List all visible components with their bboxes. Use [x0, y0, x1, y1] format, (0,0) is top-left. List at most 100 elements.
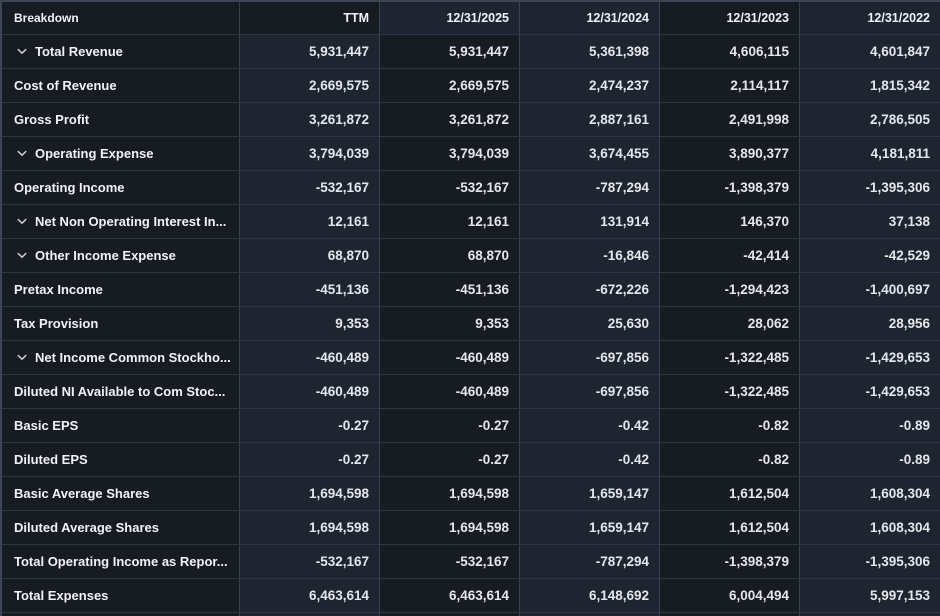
- table-row: Cost of Revenue 2,669,575 2,669,575 2,474,2…: [2, 68, 940, 102]
- value-cell: 68,870: [380, 239, 520, 272]
- empty-cell: [800, 613, 940, 616]
- value-cell: -1,395,306: [800, 545, 940, 578]
- value-cell: -787,294: [520, 171, 660, 204]
- row-label-cell: Tax Provision: [2, 307, 240, 340]
- chevron-down-icon[interactable]: [17, 149, 27, 159]
- value-cell: 1,659,147: [520, 511, 660, 544]
- row-label-cell: Diluted NI Available to Com Stoc...: [2, 375, 240, 408]
- value-cell: -1,322,485: [660, 375, 800, 408]
- value-cell: 5,931,447: [240, 35, 380, 68]
- table-row: Net Income Common Stockho... -460,489 -460…: [2, 340, 940, 374]
- row-label: Total Operating Income as Repor...: [14, 554, 228, 569]
- value-cell: -532,167: [240, 171, 380, 204]
- value-cell: -42,414: [660, 239, 800, 272]
- column-header-2022: 12/31/2022: [800, 2, 940, 34]
- table-header-row: Breakdown TTM 12/31/2025 12/31/2024 12/3…: [2, 2, 940, 34]
- value-cell: 2,786,505: [800, 103, 940, 136]
- row-label: Total Revenue: [35, 44, 123, 59]
- column-header-2023: 12/31/2023: [660, 2, 800, 34]
- value-cell: -697,856: [520, 341, 660, 374]
- row-label: Pretax Income: [14, 282, 103, 297]
- value-cell: 25,630: [520, 307, 660, 340]
- value-cell: 6,463,614: [240, 579, 380, 612]
- table-row: Pretax Income -451,136 -451,136 -672,226 -1,…: [2, 272, 940, 306]
- chevron-down-icon[interactable]: [17, 353, 27, 363]
- empty-cell: [2, 613, 240, 616]
- value-cell: 4,606,115: [660, 35, 800, 68]
- value-cell: 1,659,147: [520, 477, 660, 510]
- value-cell: -460,489: [380, 341, 520, 374]
- value-cell: 9,353: [380, 307, 520, 340]
- table-row: Operating Expense 3,794,039 3,794,039 3,674…: [2, 136, 940, 170]
- chevron-down-icon[interactable]: [17, 217, 27, 227]
- row-label: Tax Provision: [14, 316, 99, 331]
- value-cell: 1,612,504: [660, 477, 800, 510]
- row-label-cell: Basic EPS: [2, 409, 240, 442]
- row-label-cell: Operating Income: [2, 171, 240, 204]
- value-cell: 1,608,304: [800, 477, 940, 510]
- table-row: Total Revenue 5,931,447 5,931,447 5,361,398…: [2, 34, 940, 68]
- value-cell: 28,956: [800, 307, 940, 340]
- row-label: Gross Profit: [14, 112, 90, 127]
- value-cell: 1,694,598: [240, 511, 380, 544]
- value-cell: -0.27: [240, 443, 380, 476]
- chevron-down-icon[interactable]: [17, 251, 27, 261]
- empty-cell: [240, 613, 380, 616]
- value-cell: -0.42: [520, 409, 660, 442]
- value-cell: 146,370: [660, 205, 800, 238]
- value-cell: 5,997,153: [800, 579, 940, 612]
- table-row: Diluted NI Available to Com Stoc... -460,…: [2, 374, 940, 408]
- row-label-cell: Pretax Income: [2, 273, 240, 306]
- value-cell: 2,887,161: [520, 103, 660, 136]
- table-body: Total Revenue 5,931,447 5,931,447 5,361,398…: [2, 34, 940, 612]
- value-cell: -0.27: [380, 409, 520, 442]
- value-cell: 131,914: [520, 205, 660, 238]
- table-row: Diluted Average Shares 1,694,598 1,694,598…: [2, 510, 940, 544]
- value-cell: -0.89: [800, 443, 940, 476]
- value-cell: -787,294: [520, 545, 660, 578]
- value-cell: -0.27: [240, 409, 380, 442]
- row-label-cell: Total Expenses: [2, 579, 240, 612]
- value-cell: -451,136: [240, 273, 380, 306]
- value-cell: 4,601,847: [800, 35, 940, 68]
- row-label-cell: Diluted EPS: [2, 443, 240, 476]
- value-cell: -532,167: [380, 545, 520, 578]
- value-cell: -1,429,653: [800, 375, 940, 408]
- table-row-partial: [2, 612, 940, 616]
- value-cell: 37,138: [800, 205, 940, 238]
- value-cell: 3,261,872: [380, 103, 520, 136]
- value-cell: 1,694,598: [380, 477, 520, 510]
- value-cell: 2,669,575: [240, 69, 380, 102]
- chevron-down-icon[interactable]: [17, 47, 27, 57]
- value-cell: 28,062: [660, 307, 800, 340]
- value-cell: -42,529: [800, 239, 940, 272]
- row-label-cell: Net Non Operating Interest In...: [2, 205, 240, 238]
- value-cell: 6,004,494: [660, 579, 800, 612]
- value-cell: -0.89: [800, 409, 940, 442]
- value-cell: 68,870: [240, 239, 380, 272]
- value-cell: 3,261,872: [240, 103, 380, 136]
- value-cell: 12,161: [380, 205, 520, 238]
- value-cell: -1,294,423: [660, 273, 800, 306]
- value-cell: 12,161: [240, 205, 380, 238]
- table-row: Net Non Operating Interest In... 12,161 12…: [2, 204, 940, 238]
- row-label: Basic EPS: [14, 418, 79, 433]
- row-label: Operating Expense: [35, 146, 154, 161]
- table-row: Diluted EPS -0.27 -0.27 -0.42 -0.82 -0.89: [2, 442, 940, 476]
- value-cell: -0.82: [660, 443, 800, 476]
- value-cell: 2,474,237: [520, 69, 660, 102]
- table-row: Gross Profit 3,261,872 3,261,872 2,887,161 2…: [2, 102, 940, 136]
- value-cell: -0.82: [660, 409, 800, 442]
- row-label-cell: Gross Profit: [2, 103, 240, 136]
- value-cell: -460,489: [240, 375, 380, 408]
- value-cell: 5,361,398: [520, 35, 660, 68]
- value-cell: 1,694,598: [240, 477, 380, 510]
- row-label: Diluted NI Available to Com Stoc...: [14, 384, 226, 399]
- value-cell: 5,931,447: [380, 35, 520, 68]
- value-cell: 6,148,692: [520, 579, 660, 612]
- row-label: Net Non Operating Interest In...: [35, 214, 227, 229]
- row-label: Basic Average Shares: [14, 486, 150, 501]
- value-cell: 1,815,342: [800, 69, 940, 102]
- value-cell: -460,489: [240, 341, 380, 374]
